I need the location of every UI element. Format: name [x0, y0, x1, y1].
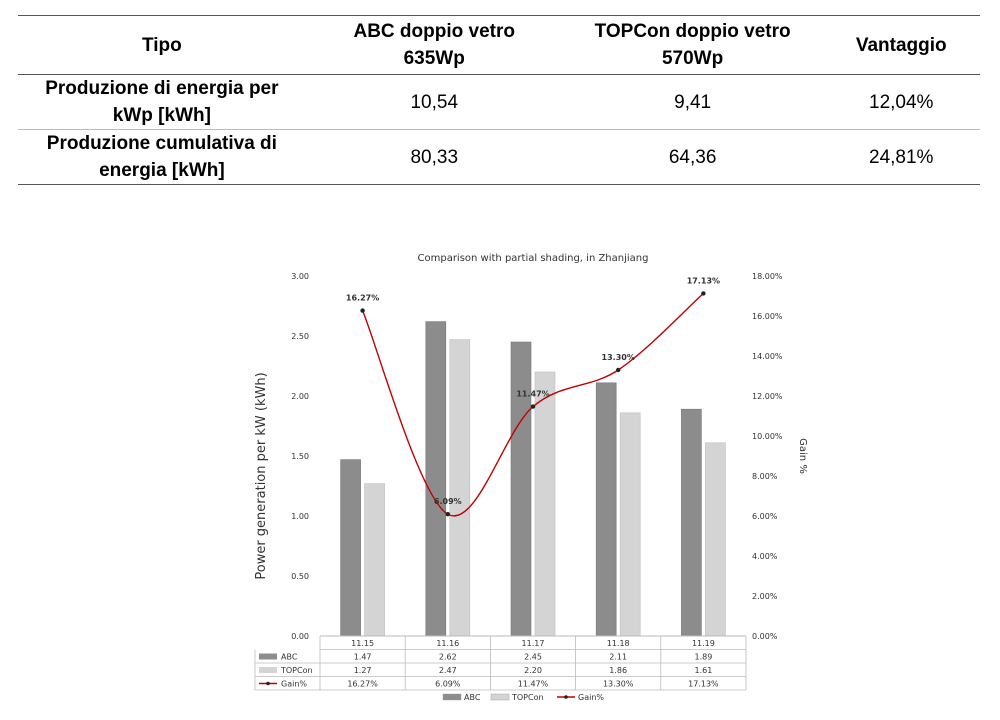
x-tick-label: 11.17 — [522, 639, 545, 648]
data-table-value: 2.47 — [439, 666, 457, 675]
combo-chart: Comparison with partial shading, in Zhan… — [254, 253, 808, 702]
y2-tick-label: 14.00% — [752, 352, 783, 361]
data-table-value: 13.30% — [603, 680, 634, 689]
data-table-value: 1.61 — [694, 666, 712, 675]
gain-point-11-15 — [360, 308, 365, 313]
bar-topcon-11-19 — [705, 442, 726, 637]
data-table-value: 1.89 — [694, 653, 712, 662]
x-tick-label: 11.18 — [607, 639, 630, 648]
y2-tick-label: 10.00% — [752, 432, 783, 441]
bar-topcon-11-18 — [619, 412, 641, 637]
data-table-value: 1.47 — [354, 653, 372, 662]
data-table-series-name: TOPCon — [280, 666, 313, 675]
table-cell: 64,36 — [562, 129, 823, 185]
x-tick-label: 11.19 — [692, 639, 715, 648]
legend-label: Gain% — [578, 693, 604, 702]
y-tick-label: 2.00 — [291, 392, 309, 401]
gain-data-label: 11.47% — [516, 390, 549, 399]
gain-line — [361, 292, 704, 517]
bar-topcon-11-15 — [364, 483, 385, 637]
legend-label: ABC — [464, 693, 481, 702]
data-table-key-topcon — [259, 667, 277, 673]
chart-title: Comparison with partial shading, in Zhan… — [418, 253, 649, 264]
data-table-series-name: ABC — [281, 653, 298, 662]
y2-tick-label: 4.00% — [752, 552, 778, 561]
y2-tick-label: 0.00% — [752, 632, 778, 641]
data-table-value: 1.86 — [609, 666, 627, 675]
bar-topcon-11-16 — [449, 339, 471, 637]
data-table-value: 1.27 — [354, 666, 372, 675]
legend-key-topcon — [490, 693, 510, 701]
data-table-value: 2.45 — [524, 653, 542, 662]
row-header-cell: Produzione di energia per kWp [kWh] — [18, 74, 306, 130]
y2-tick-label: 2.00% — [752, 592, 778, 601]
gain-data-label: 6.09% — [434, 497, 462, 506]
bar-abc-11-19 — [681, 408, 702, 637]
table-cell: 12,04% — [822, 74, 980, 130]
y-tick-label: 1.50 — [291, 452, 309, 461]
table-cell: 9,41 — [562, 74, 823, 130]
data-table-value: 6.09% — [435, 680, 461, 689]
legend-key-marker — [564, 695, 568, 699]
gain-data-label: 13.30% — [602, 353, 635, 362]
bar-abc-11-16 — [425, 321, 447, 637]
y-axis-label: Power generation per kW (kWh) — [254, 372, 269, 579]
table-cell: 80,33 — [305, 129, 563, 185]
x-tick-label: 11.16 — [436, 639, 459, 648]
table-row: Produzione cumulativa di energia [kWh] 80… — [18, 129, 980, 185]
comparison-table: Tipo ABC doppio vetro 635Wp TOPCon doppio… — [18, 15, 980, 185]
y2-tick-label: 18.00% — [752, 272, 783, 281]
gain-data-label: 16.27% — [346, 294, 379, 303]
data-table-series-name: Gain% — [281, 680, 307, 689]
table-cell: 24,81% — [822, 129, 980, 185]
gain-point-11-18 — [616, 367, 621, 373]
gain-point-11-19 — [701, 291, 706, 296]
header-vantaggio: Vantaggio — [822, 15, 980, 75]
gain-data-label: 17.13% — [687, 276, 720, 285]
legend-label: TOPCon — [511, 693, 544, 702]
data-table-value: 2.11 — [609, 653, 627, 662]
gain-point-11-16 — [445, 512, 450, 517]
row-header-cell: Produzione cumulativa di energia [kWh] — [18, 129, 306, 185]
data-table-value: 2.20 — [524, 666, 542, 675]
bar-topcon-11-17 — [534, 371, 556, 637]
bar-abc-11-15 — [340, 459, 361, 637]
data-table-value: 11.47% — [518, 680, 549, 689]
header-abc: ABC doppio vetro 635Wp — [305, 15, 563, 75]
y-tick-label: 3.00 — [291, 272, 309, 281]
bar-abc-11-17 — [510, 341, 532, 637]
y2-tick-label: 16.00% — [752, 312, 783, 321]
header-tipo: Tipo — [18, 15, 306, 75]
data-table-value: 16.27% — [347, 680, 378, 689]
data-table-value: 17.13% — [688, 680, 719, 689]
data-table-value: 2.62 — [439, 653, 457, 662]
y-tick-label: 0.00 — [291, 632, 309, 641]
bar-abc-11-18 — [595, 382, 617, 637]
table-cell: 10,54 — [305, 74, 563, 130]
data-table-key-abc — [259, 653, 277, 660]
y2-axis-label: Gain % — [797, 438, 808, 474]
y2-tick-label: 6.00% — [752, 512, 778, 521]
y-tick-label: 2.50 — [291, 332, 309, 341]
x-tick-label: 11.15 — [351, 639, 374, 648]
gain-point-11-17 — [530, 404, 536, 409]
table-header-row: Tipo ABC doppio vetro 635Wp TOPCon doppio… — [18, 15, 980, 75]
y-tick-label: 0.50 — [291, 572, 309, 581]
y-tick-label: 1.00 — [291, 512, 309, 521]
y2-tick-label: 12.00% — [752, 392, 783, 401]
y2-tick-label: 8.00% — [752, 472, 778, 481]
table-row: Produzione di energia per kWp [kWh] 10,54… — [18, 74, 980, 130]
header-topcon: TOPCon doppio vetro 570Wp — [562, 15, 823, 75]
data-table-key-marker — [266, 681, 270, 686]
legend-key-abc — [442, 693, 462, 701]
